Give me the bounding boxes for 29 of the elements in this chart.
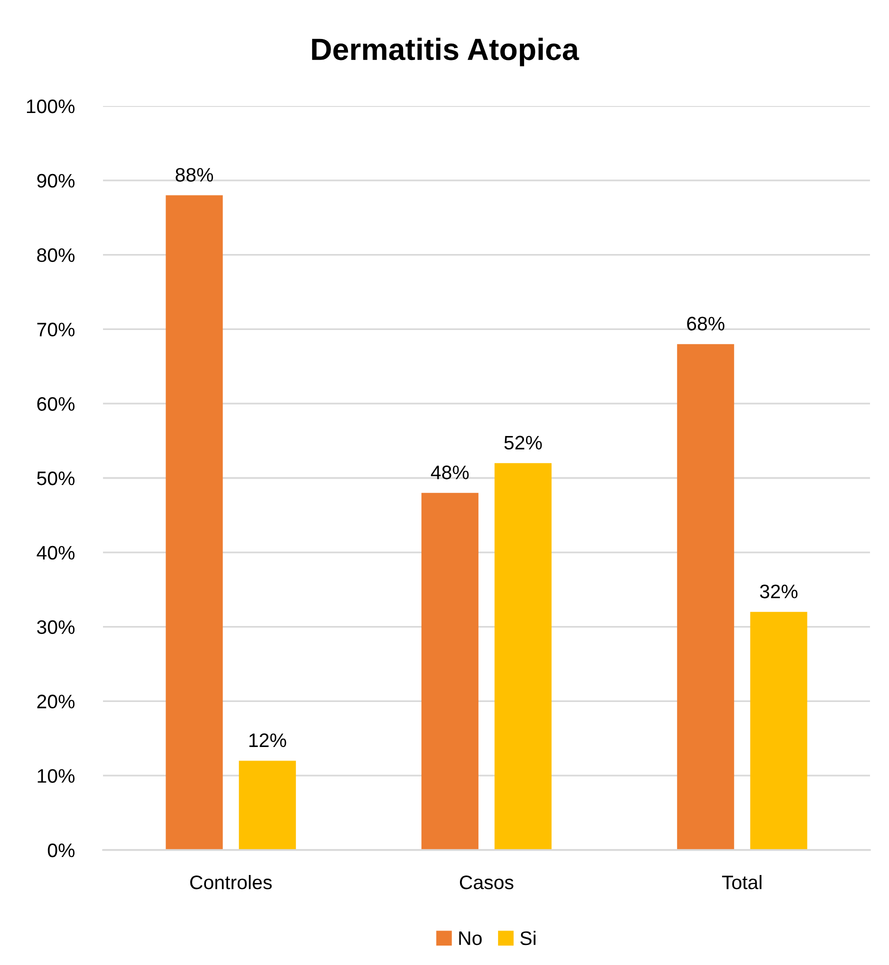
x-tick-label: Controles — [190, 875, 272, 890]
y-tick-label: 90% — [37, 174, 75, 188]
x-tick-label: Total — [722, 875, 762, 890]
data-label: 32% — [760, 584, 798, 598]
y-tick-label: 100% — [26, 99, 75, 114]
bar — [677, 344, 734, 850]
bar — [494, 463, 552, 850]
bar — [421, 492, 478, 850]
data-label: 48% — [430, 466, 469, 480]
bar — [750, 612, 808, 850]
chart-title: Dermatitis Atopica — [312, 38, 580, 66]
y-tick-label: 0% — [48, 843, 75, 858]
y-tick-label: 30% — [37, 620, 75, 634]
bar — [166, 195, 223, 850]
data-label: 52% — [504, 436, 542, 450]
legend-label: No — [459, 932, 482, 946]
data-label: 68% — [687, 316, 724, 331]
bar — [238, 760, 296, 850]
y-tick-label: 70% — [37, 322, 75, 336]
data-label: 12% — [249, 733, 286, 748]
x-tick-label: Casos — [460, 876, 514, 890]
y-tick-label: 60% — [37, 397, 75, 411]
y-tick-label: 80% — [37, 248, 75, 262]
legend-label: Si — [520, 930, 536, 946]
y-tick-label: 50% — [37, 471, 75, 486]
y-tick-label: 40% — [36, 546, 75, 560]
y-tick-label: 10% — [38, 769, 75, 783]
data-label: 88% — [176, 168, 214, 182]
y-tick-label: 20% — [37, 694, 75, 708]
